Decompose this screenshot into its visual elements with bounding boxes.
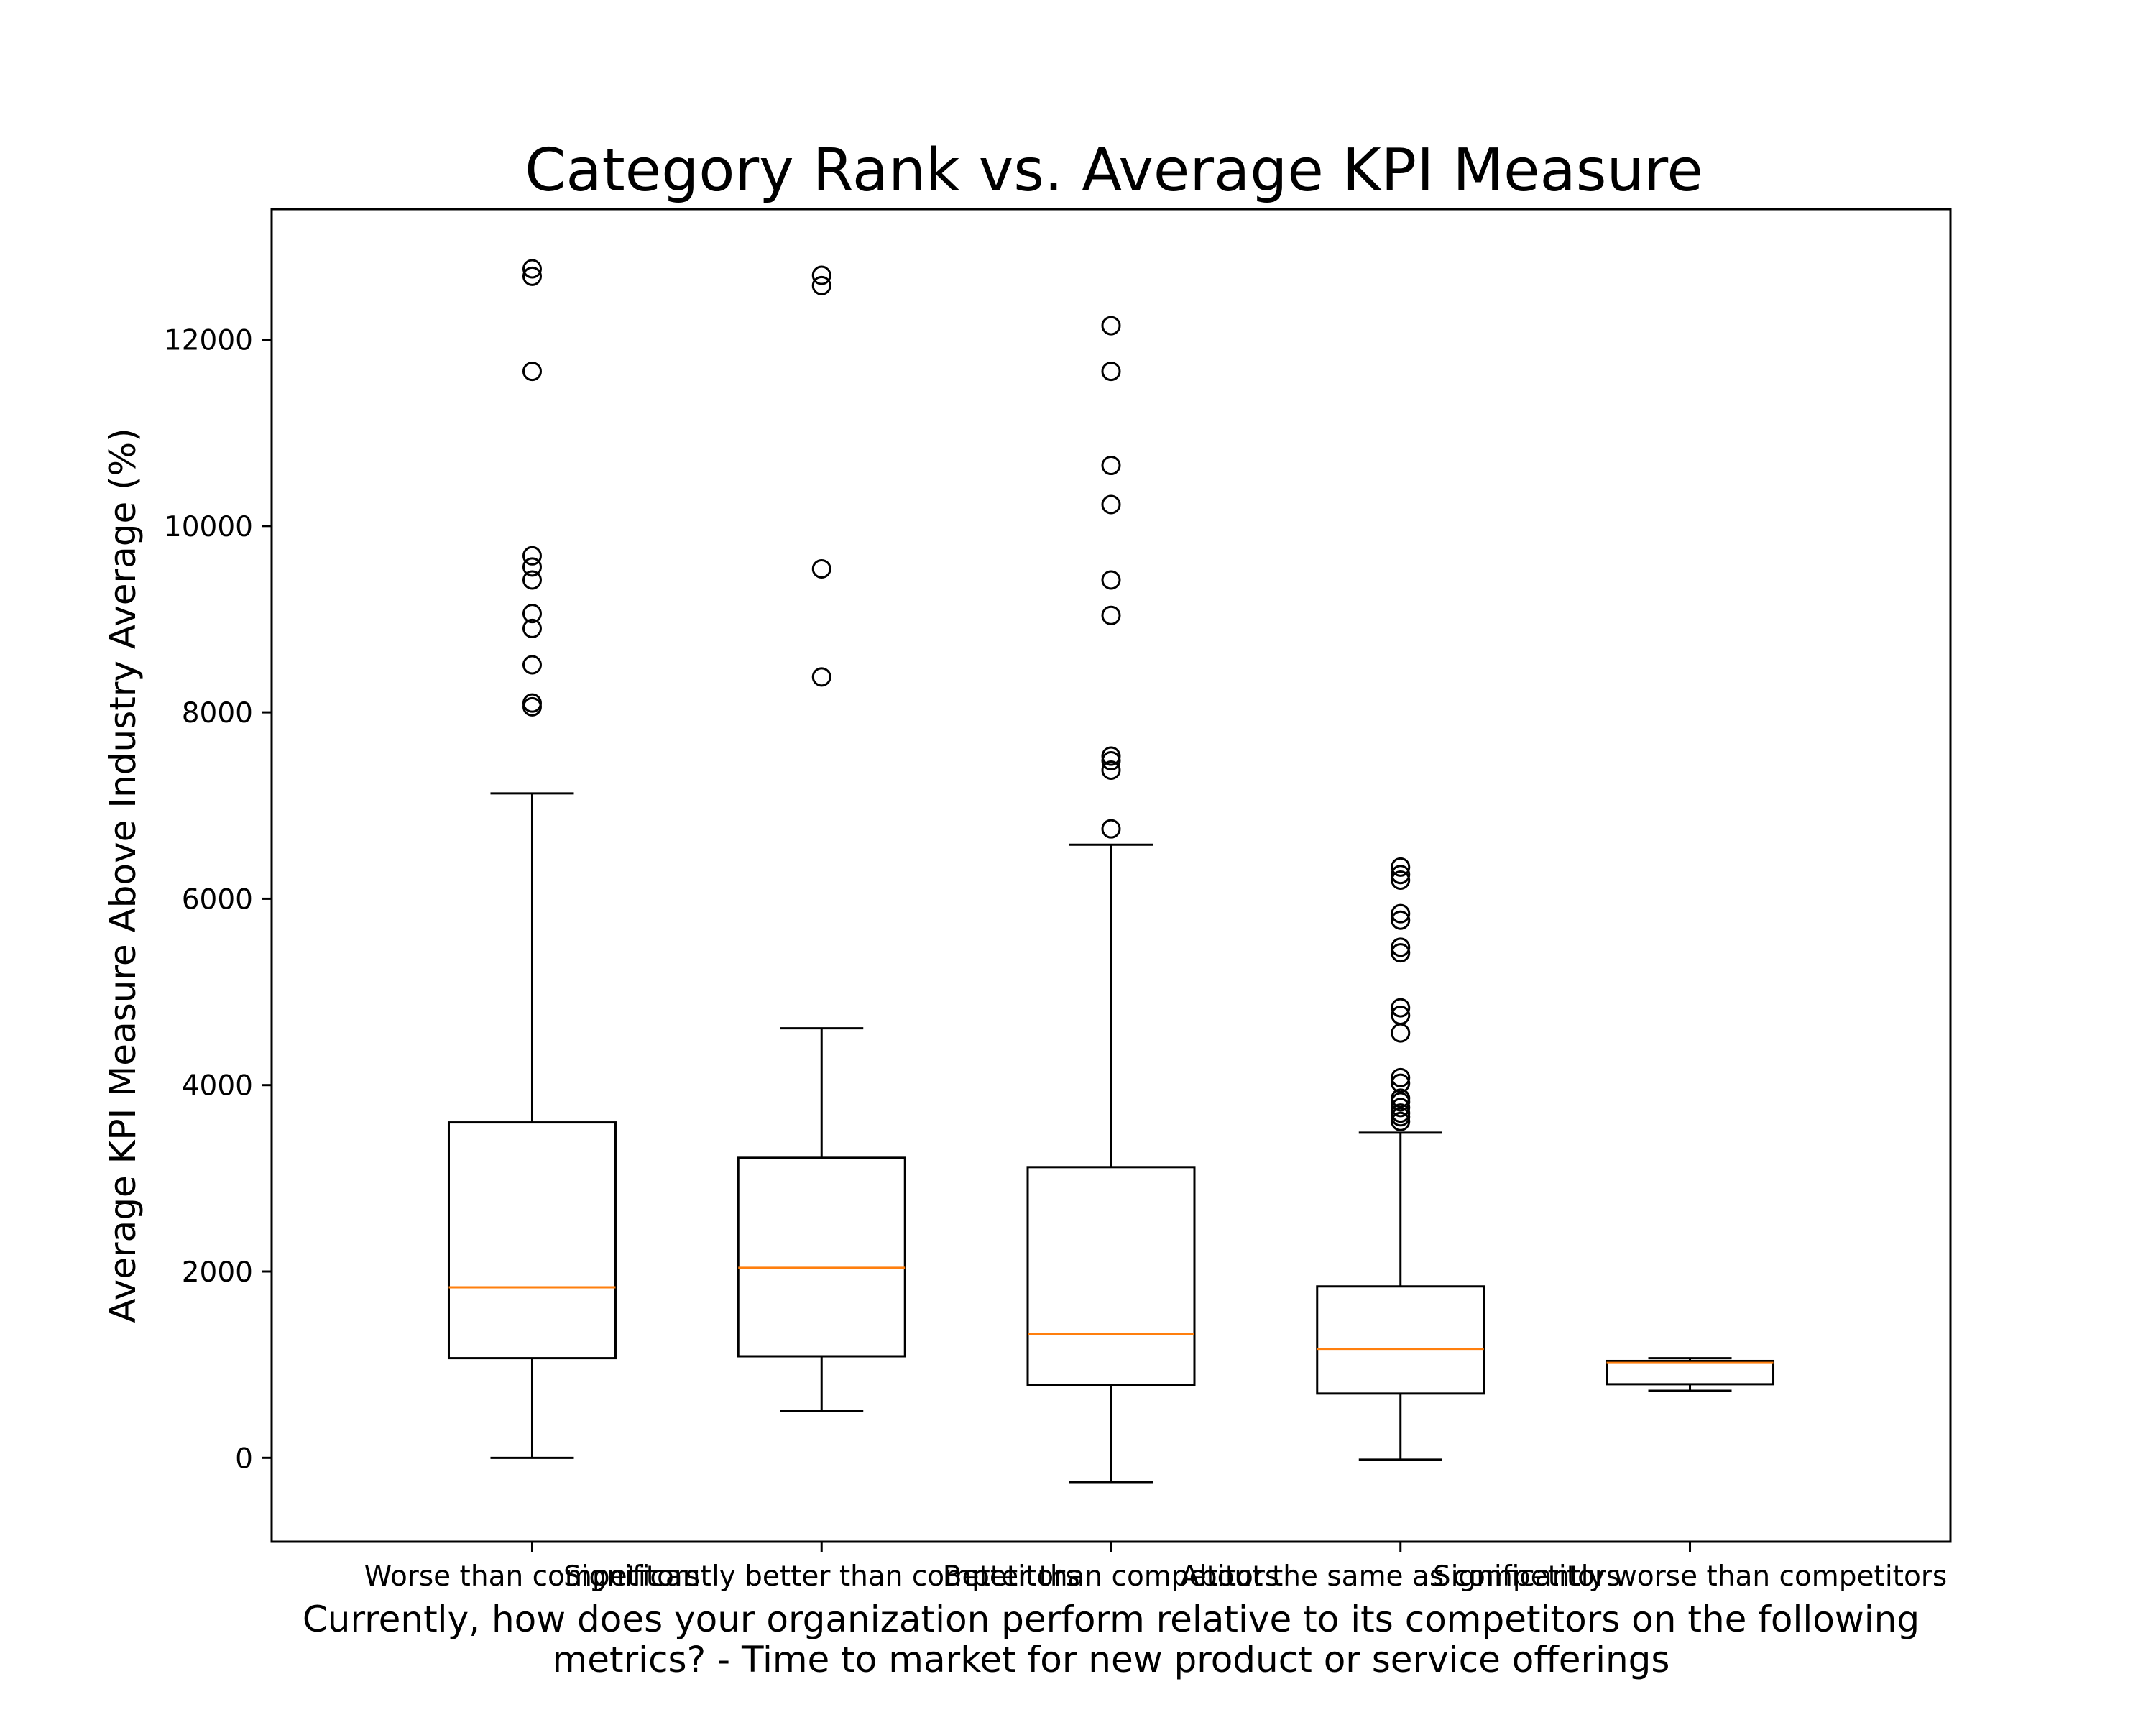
outlier-point (1101, 456, 1121, 476)
x-axis-label-line1: Currently, how does your organization pe… (303, 1598, 1920, 1640)
box-iqr (447, 1121, 617, 1360)
outlier-point (1101, 362, 1121, 382)
y-axis-label: Average KPI Measure Above Industry Avera… (102, 428, 144, 1322)
outlier-point (811, 275, 831, 295)
outlier-point (1391, 998, 1411, 1018)
x-tick-label: About the same as competitors (1180, 1560, 1621, 1593)
y-tick-label: 0 (235, 1443, 253, 1475)
outlier-point (1391, 857, 1411, 877)
x-tick-label: Significantly better than competitors (563, 1560, 1080, 1593)
outlier-point (1101, 605, 1121, 625)
x-tick-label: Significantly worse than competitors (1433, 1560, 1947, 1593)
box-iqr (1026, 1166, 1196, 1386)
outlier-point (1391, 1098, 1411, 1118)
box-iqr (1606, 1359, 1775, 1386)
outlier-point (1391, 943, 1411, 963)
outlier-point (1391, 865, 1411, 885)
outlier-point (1101, 494, 1121, 515)
outlier-point (522, 604, 542, 624)
outlier-point (811, 265, 831, 285)
outlier-point (1391, 1103, 1411, 1123)
outlier-point (1101, 570, 1121, 590)
outlier-point (522, 546, 542, 566)
outlier-point (811, 667, 831, 687)
y-tick-label: 8000 (182, 697, 253, 730)
box-group (1606, 1357, 1775, 1392)
outlier-point (522, 693, 542, 713)
outlier-point (1391, 1067, 1411, 1087)
y-tick-label: 2000 (182, 1256, 253, 1289)
outlier-point (522, 655, 542, 675)
outlier-point (1101, 819, 1121, 839)
outlier-point (1101, 746, 1121, 766)
outlier-point (1391, 910, 1411, 930)
x-tick-label: Worse than competitors (364, 1560, 701, 1593)
outlier-point (811, 558, 831, 579)
outlier-point (522, 266, 542, 286)
chart-title: Category Rank vs. Average KPI Measure (525, 137, 1703, 205)
y-tick-label: 4000 (182, 1070, 253, 1103)
outlier-point (1101, 751, 1121, 771)
box-iqr (737, 1156, 906, 1358)
plot-frame (270, 208, 1952, 1543)
box-iqr (1316, 1285, 1485, 1395)
y-tick-label: 10000 (164, 511, 253, 543)
box-series (447, 259, 1775, 1484)
y-tick-label: 6000 (182, 883, 253, 916)
outlier-point (1391, 1111, 1411, 1131)
outlier-point (1391, 1088, 1411, 1108)
outlier-point (1101, 316, 1121, 336)
outlier-point (1391, 937, 1411, 957)
box-group (1316, 857, 1485, 1461)
outlier-point (522, 259, 542, 279)
box-group (737, 265, 906, 1412)
x-tick-label: Better than competitors (943, 1560, 1279, 1593)
box-group (1026, 316, 1196, 1484)
outlier-point (522, 362, 542, 382)
y-tick-label: 12000 (164, 325, 253, 357)
outlier-point (1391, 903, 1411, 924)
x-axis-label-line2: metrics? - Time to market for new produc… (553, 1639, 1670, 1680)
outlier-point (522, 570, 542, 590)
outlier-point (1391, 870, 1411, 890)
y-axis-ticks: 0 2000 4000 6000 8000 10000 12000 (164, 325, 272, 1475)
outlier-point (522, 557, 542, 577)
outlier-point (1101, 760, 1121, 780)
outlier-point (1391, 1073, 1411, 1093)
outlier-point (522, 618, 542, 638)
outlier-point (1391, 1005, 1411, 1025)
box-group (447, 259, 617, 1459)
